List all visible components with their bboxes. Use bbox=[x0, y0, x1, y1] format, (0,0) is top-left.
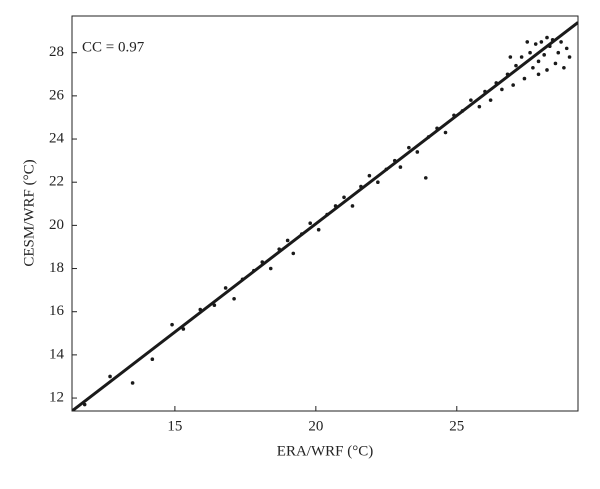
y-tick-label: 22 bbox=[49, 174, 64, 190]
point bbox=[367, 173, 372, 178]
point bbox=[150, 357, 155, 361]
point bbox=[268, 266, 273, 271]
point bbox=[500, 87, 504, 92]
point bbox=[528, 50, 532, 55]
point bbox=[511, 83, 515, 87]
point bbox=[559, 40, 563, 44]
point bbox=[545, 35, 549, 40]
y-tick-label: 16 bbox=[49, 303, 65, 319]
point bbox=[469, 98, 473, 102]
x-tick-label: 20 bbox=[308, 418, 323, 434]
point bbox=[508, 55, 513, 59]
annotation: CC = 0.97 bbox=[82, 39, 145, 55]
y-tick-label: 26 bbox=[49, 87, 65, 103]
point bbox=[212, 303, 217, 308]
point bbox=[443, 130, 448, 135]
x-axis-label: ERA/WRF (°C) bbox=[277, 443, 373, 459]
point bbox=[398, 165, 403, 169]
y-tick-label: 20 bbox=[49, 217, 64, 233]
y-tick-label: 18 bbox=[49, 260, 64, 276]
point bbox=[542, 53, 546, 57]
point bbox=[533, 42, 538, 46]
point bbox=[536, 59, 541, 64]
point bbox=[536, 72, 541, 77]
axes-frame bbox=[71, 15, 579, 412]
point bbox=[522, 76, 527, 81]
point bbox=[423, 176, 428, 180]
y-tick-label: 12 bbox=[49, 389, 64, 405]
point bbox=[514, 63, 518, 68]
y-tick-label: 14 bbox=[49, 346, 65, 362]
point bbox=[285, 238, 290, 243]
point bbox=[545, 68, 549, 72]
point bbox=[415, 150, 420, 154]
point bbox=[308, 221, 313, 226]
point bbox=[407, 145, 411, 150]
point bbox=[562, 66, 566, 70]
y-axis-label: CESM/WRF (°C) bbox=[21, 159, 37, 266]
point bbox=[556, 50, 561, 55]
point bbox=[232, 296, 236, 301]
plot-area bbox=[72, 21, 578, 411]
point bbox=[376, 180, 380, 185]
point bbox=[539, 40, 544, 44]
point bbox=[525, 40, 530, 44]
point bbox=[350, 204, 355, 208]
point bbox=[567, 55, 572, 59]
y-tick-label: 28 bbox=[49, 44, 64, 60]
point bbox=[108, 374, 112, 379]
point bbox=[519, 55, 524, 59]
point bbox=[316, 227, 321, 232]
point bbox=[170, 322, 174, 327]
point bbox=[531, 66, 535, 70]
point bbox=[223, 286, 228, 290]
point bbox=[564, 46, 569, 51]
point bbox=[488, 98, 493, 102]
x-tick-label: 25 bbox=[449, 418, 464, 434]
y-tick-label: 24 bbox=[49, 130, 65, 146]
point bbox=[130, 381, 135, 385]
point bbox=[291, 251, 296, 256]
point bbox=[553, 61, 558, 66]
fit-line bbox=[72, 21, 578, 411]
x-tick-label: 15 bbox=[167, 418, 182, 434]
point bbox=[477, 104, 482, 109]
point bbox=[342, 195, 346, 200]
